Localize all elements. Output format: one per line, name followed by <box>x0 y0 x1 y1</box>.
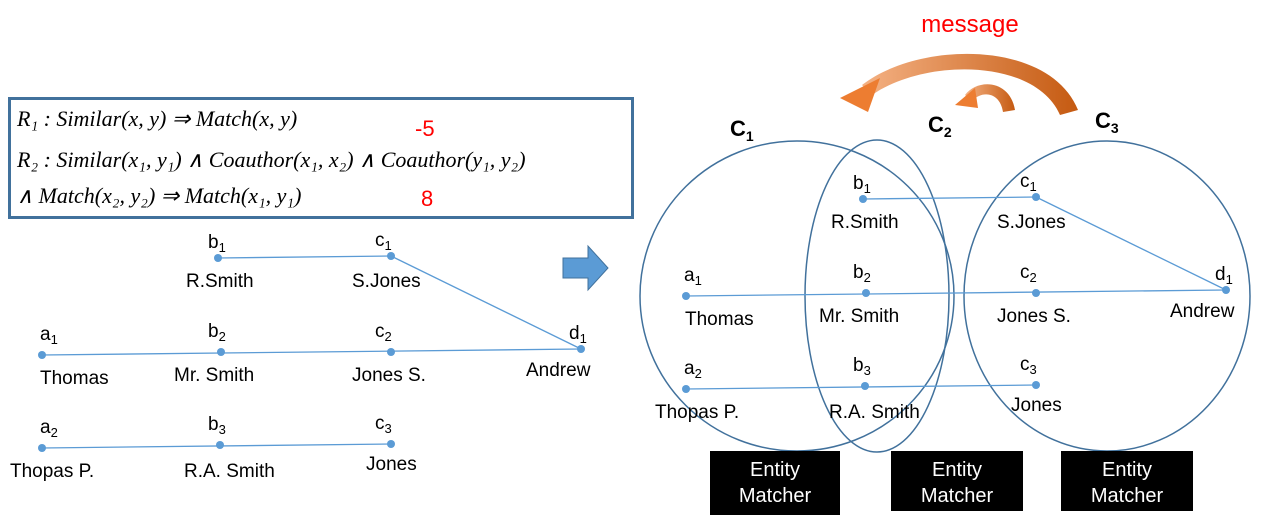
r-node-c1 <box>1032 193 1040 201</box>
r-node-b3-id: b3 <box>853 355 871 378</box>
r-edge-a2-c3 <box>685 384 1037 390</box>
rules-box: R₁ : Similar(x, y) ⇒ Match(x, y) -5 R₂ :… <box>8 97 634 219</box>
r-node-b2-name: Mr. Smith <box>819 306 899 327</box>
r-node-b1 <box>859 195 867 203</box>
node-c1-name: S.Jones <box>352 271 421 292</box>
node-d1-name: Andrew <box>526 360 591 381</box>
r-node-c3 <box>1032 381 1040 389</box>
right-graph-nodes <box>682 193 1230 393</box>
cluster-c1-label: C1 <box>730 116 754 144</box>
node-d1 <box>577 345 585 353</box>
r-node-a1 <box>682 292 690 300</box>
node-a1 <box>38 351 46 359</box>
rule-r2-continuation: ∧ Match(x₂, y₂) ⇒ Match(x₁, y₁) <box>17 183 301 209</box>
r-node-c2-id: c2 <box>1020 262 1037 285</box>
large-message-arrow <box>862 53 1078 115</box>
rule-r1-text: R₁ : Similar(x, y) ⇒ Match(x, y) <box>17 106 298 131</box>
rule-r2-text: R₂ : Similar(x₁, y₁) ∧ Coauthor(x₁, x₂) … <box>17 147 526 172</box>
rule-r1: R₁ : Similar(x, y) ⇒ Match(x, y) <box>17 106 297 132</box>
r-node-a2-id: a2 <box>684 358 702 381</box>
left-graph-nodes <box>38 252 585 452</box>
r-node-a2-name: Thopas P. <box>655 402 739 423</box>
node-c2-id: c2 <box>375 321 392 344</box>
rule-r2-continuation-text: ∧ Match(x₂, y₂) ⇒ Match(x₁, y₁) <box>17 183 302 208</box>
r-node-b2 <box>862 289 870 297</box>
edge-c1-d1 <box>390 255 582 350</box>
node-a2-name: Thopas P. <box>10 461 94 482</box>
cluster-c3-label: C3 <box>1095 108 1119 136</box>
node-b2-name: Mr. Smith <box>174 365 254 386</box>
r-node-b1-id: b1 <box>853 173 871 196</box>
node-a1-name: Thomas <box>40 368 109 389</box>
rule-r2-weight: 8 <box>421 186 434 211</box>
node-d1-id: d1 <box>569 323 587 346</box>
node-a2-id: a2 <box>40 417 58 440</box>
cluster-c3-circle <box>963 140 1251 452</box>
edge-b1-c1 <box>217 255 392 259</box>
node-b2 <box>217 348 225 356</box>
entity-matcher-c3-line1: Entity <box>1101 459 1153 481</box>
right-graph-labels: b1 R.Smith c1 S.Jones a1 Thomas b2 Mr. S… <box>655 171 1235 423</box>
r-node-d1-name: Andrew <box>1170 301 1235 322</box>
r-node-c2-name: Jones S. <box>997 306 1071 327</box>
entity-matcher-c1: Entity Matcher <box>710 451 840 515</box>
node-b3-id: b3 <box>208 414 226 437</box>
node-a1-id: a1 <box>40 324 58 347</box>
node-c3-id: c3 <box>375 413 392 436</box>
message-label: message <box>921 11 1018 38</box>
node-b1 <box>214 254 222 262</box>
left-graph-edges <box>41 255 582 449</box>
node-c3-name: Jones <box>366 454 417 475</box>
r-node-b2-id: b2 <box>853 262 871 285</box>
entity-matcher-c3: Entity Matcher <box>1061 451 1193 511</box>
left-graph-labels: b1 R.Smith c1 S.Jones a1 Thomas b2 Mr. S… <box>10 230 591 482</box>
r-node-a2 <box>682 385 690 393</box>
r-node-c1-id: c1 <box>1020 171 1037 194</box>
small-message-arrow <box>965 84 1015 112</box>
entity-matcher-c2-line2: Matcher <box>920 485 994 507</box>
r-node-d1-id: d1 <box>1215 264 1233 287</box>
edge-a1-d1 <box>41 348 582 356</box>
cluster-c2-label: C2 <box>928 112 952 140</box>
r-node-b3-name: R.A. Smith <box>829 402 920 423</box>
r-node-c2 <box>1032 289 1040 297</box>
node-b1-id: b1 <box>208 232 226 255</box>
cluster-c2-circle <box>804 139 950 453</box>
entity-matcher-c1-line2: Matcher <box>738 485 812 507</box>
entity-matcher-c2-line1: Entity <box>931 459 983 481</box>
large-message-arrowhead <box>840 78 880 112</box>
message-arrows <box>840 53 1078 115</box>
r-node-c3-name: Jones <box>1011 395 1062 416</box>
r-node-c3-id: c3 <box>1020 354 1037 377</box>
node-c2 <box>387 348 395 356</box>
node-c1-id: c1 <box>375 230 392 253</box>
rule-r1-weight: -5 <box>415 116 435 141</box>
entity-matcher-c3-line2: Matcher <box>1090 485 1164 507</box>
node-b1-name: R.Smith <box>186 271 254 292</box>
node-c1 <box>387 252 395 260</box>
r-node-b3 <box>861 382 869 390</box>
right-graph-edges <box>685 196 1227 390</box>
node-b3-name: R.A. Smith <box>184 461 275 482</box>
r-node-b1-name: R.Smith <box>831 212 899 233</box>
small-message-arrowhead <box>955 88 978 108</box>
right-arrow-icon <box>562 244 609 292</box>
r-edge-b1-c1 <box>862 196 1037 200</box>
node-b2-id: b2 <box>208 321 226 344</box>
node-a2 <box>38 444 46 452</box>
node-b3 <box>216 441 224 449</box>
r-node-a1-id: a1 <box>684 265 702 288</box>
entity-matcher-c1-line1: Entity <box>749 459 801 481</box>
entity-matcher-c2: Entity Matcher <box>891 451 1023 511</box>
r-node-d1 <box>1222 286 1230 294</box>
r-node-c1-name: S.Jones <box>997 212 1066 233</box>
node-c2-name: Jones S. <box>352 365 426 386</box>
r-node-a1-name: Thomas <box>685 309 754 330</box>
r-edge-a1-d1 <box>685 289 1227 297</box>
r-edge-c1-d1 <box>1035 196 1227 291</box>
node-c3 <box>387 440 395 448</box>
rule-r2: R₂ : Similar(x₁, y₁) ∧ Coauthor(x₁, x₂) … <box>17 147 526 173</box>
